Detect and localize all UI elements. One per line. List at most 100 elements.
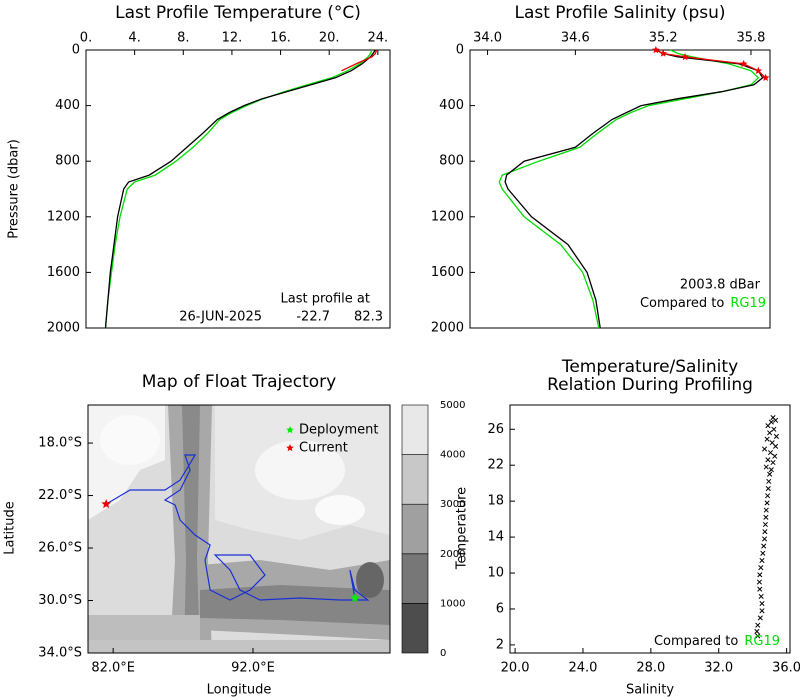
x-tick-label: 20. [319, 31, 340, 46]
scatter-point [757, 572, 763, 578]
colorbar-label: 5000 [440, 400, 465, 411]
x-tick-label: 92.0°E [231, 661, 275, 676]
legend-label: Deployment [299, 423, 379, 438]
x-tick-label: 8. [177, 31, 189, 46]
colorbar-band [401, 603, 429, 654]
chart-title: Last Profile Temperature (°C) [115, 3, 361, 23]
profile-marker [761, 73, 770, 81]
colorbar-label: 1000 [440, 598, 465, 609]
y-tick-label: 2 [496, 637, 504, 652]
chart-title: Temperature/Salinity [561, 357, 738, 377]
legend-symbol [286, 444, 294, 452]
profile-marker [681, 52, 689, 61]
scatter-point [769, 440, 775, 446]
annotation: 82.3 [354, 310, 383, 325]
scatter-point [767, 450, 774, 456]
profile-marker [754, 66, 763, 75]
scatter-point [757, 615, 763, 621]
y-tick-label: 0 [72, 43, 80, 58]
trajectory [105, 454, 370, 601]
legend-symbol [286, 426, 294, 434]
scatter-point [761, 543, 767, 549]
plot-frame [87, 404, 391, 654]
scatter-point [768, 419, 774, 425]
annotation-text: Compared to [640, 296, 724, 311]
colorbar-label: 0 [440, 648, 446, 659]
scatter-point [768, 467, 774, 473]
y-tick-label: 800 [55, 154, 80, 169]
colorbar-band [401, 454, 429, 505]
scatter-point [758, 593, 764, 599]
scatter-point [763, 514, 769, 520]
scatter-point [766, 478, 772, 484]
profile-marker [739, 59, 748, 68]
x-tick-label: 32.0 [704, 661, 733, 676]
x-tick-label: 24. [367, 31, 388, 46]
x-tick-label: 35.8 [736, 31, 765, 46]
x-tick-label: 20.0 [501, 661, 530, 676]
scatter-point [760, 550, 766, 556]
x-tick-label: 24.0 [568, 661, 597, 676]
scatter-point [767, 471, 773, 477]
annotation: Compared to RG19 [654, 634, 780, 649]
y-tick-label: 26.0°S [38, 541, 82, 556]
y-tick-label: 0 [456, 43, 464, 58]
y-tick-label: 1200 [431, 209, 464, 224]
y-tick-label: 30.0°S [38, 593, 82, 608]
scatter-point [770, 415, 776, 421]
profile-marker [652, 46, 660, 54]
x-tick-label: 34.6 [561, 31, 590, 46]
y-tick-label: 22 [487, 458, 504, 473]
plot-frame [85, 49, 391, 329]
scatter-point [755, 633, 761, 639]
position-marker [101, 499, 111, 509]
chart-title: Last Profile Salinity (psu) [514, 3, 725, 23]
y-tick-label: 1600 [47, 265, 80, 280]
x-tick-label: 35.2 [649, 31, 678, 46]
y-axis-label: Temperature [455, 487, 470, 570]
chart-title: Relation During Profiling [547, 375, 753, 395]
scatter-point [765, 486, 771, 492]
y-tick-label: 1200 [47, 209, 80, 224]
scatter-point [764, 436, 770, 442]
annotation: 2003.8 dBar [680, 278, 761, 293]
legend-label: Current [299, 441, 348, 456]
profile-line [498, 49, 760, 329]
y-tick-label: 800 [439, 154, 464, 169]
y-tick-label: 26 [487, 422, 504, 437]
scatter-point [761, 446, 768, 452]
colorbar-band [401, 553, 429, 604]
scatter-point [759, 601, 765, 607]
x-tick-label: 0. [80, 31, 92, 46]
profile-marker [659, 49, 667, 57]
x-tick-label: 34.0 [473, 31, 502, 46]
x-tick-label: 28.0 [636, 661, 665, 676]
scatter-point [762, 521, 768, 528]
scatter-point [765, 457, 771, 463]
scatter-point [767, 430, 773, 436]
annotation-text: Compared to [654, 634, 738, 649]
scatter-point [763, 507, 769, 513]
profile-line [655, 49, 767, 79]
plot-frame [469, 49, 771, 329]
scatter-point [757, 586, 763, 592]
scatter-point [764, 500, 770, 506]
x-tick-label: 12. [222, 31, 243, 46]
y-tick-label: 2000 [431, 321, 464, 336]
x-axis-label: Salinity [626, 683, 674, 698]
y-tick-label: 22.0°S [38, 488, 82, 503]
position-marker [350, 593, 360, 603]
colorbar-label: 3000 [440, 499, 465, 510]
x-tick-label: 16. [270, 31, 291, 46]
annotation: -22.7 [296, 310, 330, 325]
y-axis-label: Pressure (dbar) [7, 139, 22, 239]
x-axis-label: Longitude [207, 683, 272, 698]
scatter-point [765, 493, 771, 499]
scatter-point [759, 608, 765, 614]
x-tick-label: 4. [128, 31, 140, 46]
scatter-point [758, 565, 764, 571]
colorbar-label: 2000 [440, 549, 465, 560]
y-tick-label: 18.0°S [38, 436, 82, 451]
annotation-ref: RG19 [730, 296, 766, 311]
x-tick-label: 82.0°E [91, 661, 135, 676]
